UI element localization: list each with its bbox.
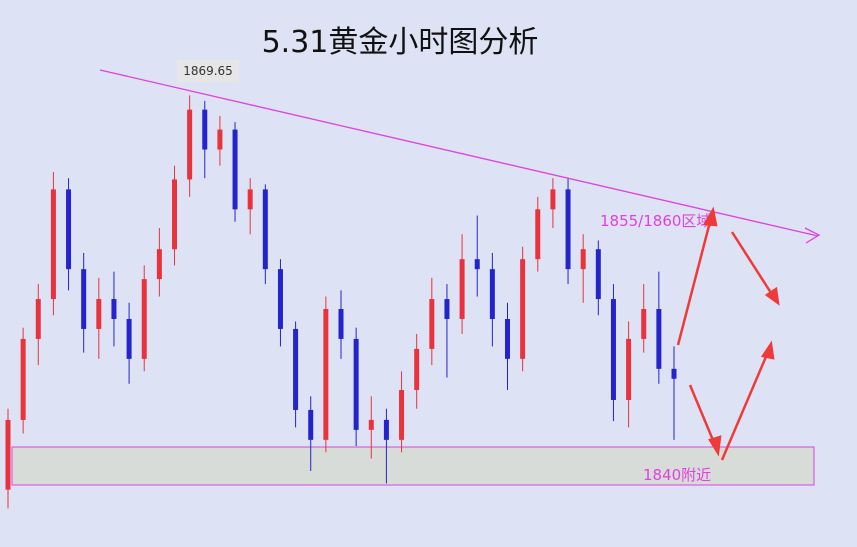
candle-body [505, 318, 510, 359]
support-zone [11, 446, 815, 486]
candle-body [141, 279, 147, 359]
candle-body [247, 189, 253, 210]
candle-body [96, 299, 102, 329]
candle-body [277, 269, 283, 329]
candle-body [232, 129, 238, 210]
candles [5, 95, 677, 509]
candle-body [580, 249, 586, 270]
candle-body [671, 368, 677, 379]
candle-body [323, 309, 329, 440]
chart-title: 5.31黄金小时图分析 [262, 25, 539, 60]
candle-body [610, 299, 616, 400]
forecast-arrows [676, 206, 780, 461]
candle-body [383, 419, 389, 440]
candle-body [535, 209, 541, 260]
candle-body [187, 109, 193, 180]
candle-body [172, 179, 177, 250]
candle-body [50, 189, 56, 300]
candle-body [262, 189, 268, 270]
candle-body [474, 259, 480, 270]
trend-line [99, 69, 819, 237]
candle-body [444, 299, 450, 319]
candle-body [459, 259, 465, 319]
candle-body [20, 338, 26, 420]
candle-body [202, 109, 208, 150]
candle-body [368, 419, 374, 430]
peak-tag: 1869.65 [183, 64, 233, 78]
candle-body [156, 249, 162, 280]
candle-body [66, 189, 72, 270]
support-label: 1840附近 [643, 466, 711, 484]
candle-body [414, 348, 420, 391]
candle-body [293, 328, 299, 410]
peak-tag-box [177, 60, 239, 82]
candle-body [565, 189, 571, 270]
candle-body [429, 299, 435, 349]
candle-body [656, 309, 662, 369]
candle-body [111, 299, 117, 319]
candle-body [308, 409, 314, 440]
candle-body [399, 390, 405, 440]
candle-body [217, 129, 223, 150]
candle-body [595, 249, 601, 300]
candle-body [489, 269, 495, 319]
candle-body [5, 419, 11, 490]
resistance-label: 1855/1860区域 [600, 212, 711, 230]
candle-body [353, 338, 359, 430]
candle-body [126, 318, 132, 359]
candle-body [338, 309, 344, 339]
candle-body [81, 269, 87, 329]
candle-body [550, 189, 556, 210]
candle-body [520, 259, 526, 359]
candle-body [641, 309, 647, 339]
trend-arrowhead [804, 227, 821, 244]
candle-body [35, 299, 41, 339]
candle-body [626, 338, 632, 400]
